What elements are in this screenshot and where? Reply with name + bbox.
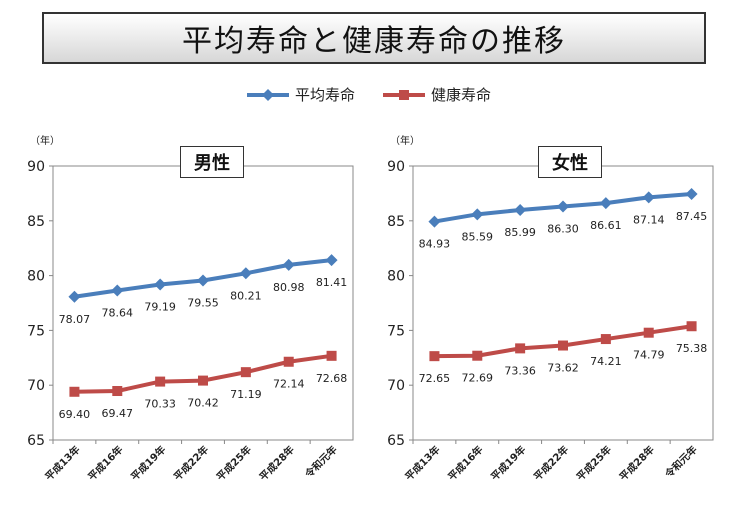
data-label: 86.30 xyxy=(547,223,579,236)
x-tick-label: 平成19年 xyxy=(128,443,168,483)
data-point-diamond xyxy=(154,278,167,291)
chart-male-svg: 65 70 75 80 85 90 平成13年 平成16年 平成19年 平成22年 平成25年 平成2… xyxy=(27,159,354,483)
data-point-square xyxy=(686,321,697,332)
x-tick-label: 平成22年 xyxy=(531,443,571,483)
data-point-diamond xyxy=(514,203,527,216)
x-tick-label: 平成22年 xyxy=(171,443,211,483)
data-label: 72.14 xyxy=(273,378,305,391)
data-label: 74.21 xyxy=(590,355,622,368)
chart-female-svg: 65 70 75 80 85 90 平成13年 平成16年 平成19年 平成22年 平成25年 平成2… xyxy=(387,159,714,483)
data-point-diamond xyxy=(239,267,252,280)
y-unit-label: （年） xyxy=(390,136,420,147)
y-tick-label: 90 xyxy=(387,159,405,175)
chart-male: （年） 男性 65 70 75 80 85 90 平成13年 平成16年 平成19年 平成22年平… xyxy=(27,130,358,509)
data-label: 85.99 xyxy=(504,226,535,239)
data-label: 73.62 xyxy=(547,362,579,375)
x-tick-label: 令和元年 xyxy=(302,443,340,481)
data-label: 70.33 xyxy=(144,398,176,411)
x-tick-label: 平成25年 xyxy=(574,443,614,483)
data-label: 69.47 xyxy=(102,407,133,420)
x-tick-label: 平成19年 xyxy=(488,443,528,483)
data-point-diamond xyxy=(685,187,698,200)
data-point-square xyxy=(429,351,440,362)
x-tick-label: 平成16年 xyxy=(85,443,125,483)
y-tick-label: 65 xyxy=(387,433,405,449)
legend-label-average: 平均寿命 xyxy=(295,86,356,104)
data-label: 86.61 xyxy=(590,219,622,232)
data-label: 75.38 xyxy=(676,342,708,355)
x-tick-label: 平成16年 xyxy=(445,443,485,483)
data-label: 80.98 xyxy=(273,281,305,294)
legend-item-average: 平均寿命 xyxy=(247,84,355,105)
x-tick-label: 平成13年 xyxy=(42,443,82,483)
legend-swatch-square xyxy=(383,89,425,100)
data-label: 78.07 xyxy=(59,313,91,326)
data-point-square xyxy=(643,327,654,338)
y-tick-label: 85 xyxy=(387,214,405,230)
data-point-square xyxy=(240,367,251,378)
data-point-square xyxy=(515,343,526,354)
data-point-square xyxy=(472,350,483,361)
y-tick-label: 65 xyxy=(27,433,45,449)
data-point-diamond xyxy=(325,254,338,267)
data-point-diamond xyxy=(197,274,209,287)
data-point-diamond xyxy=(599,197,612,210)
y-tick-label: 75 xyxy=(387,323,405,339)
data-point-diamond xyxy=(642,191,655,204)
chart-title-female: 女性 xyxy=(538,146,602,178)
data-label: 79.55 xyxy=(187,297,219,310)
data-point-square xyxy=(69,386,80,397)
x-tick-label: 平成28年 xyxy=(257,443,297,483)
data-label: 71.19 xyxy=(230,388,262,401)
x-tick-label: 平成13年 xyxy=(402,443,442,483)
data-label: 72.68 xyxy=(316,372,348,385)
x-tick-label: 令和元年 xyxy=(662,443,700,481)
data-point-square xyxy=(600,334,611,345)
data-label: 72.69 xyxy=(462,372,494,385)
page-title: 平均寿命と健康寿命の推移 xyxy=(42,12,706,64)
data-label: 72.65 xyxy=(419,372,451,385)
y-tick-label: 70 xyxy=(387,378,405,394)
data-label: 84.93 xyxy=(419,238,451,251)
data-point-square xyxy=(112,386,123,397)
data-point-diamond xyxy=(282,258,295,271)
y-tick-label: 80 xyxy=(387,269,405,285)
data-point-diamond xyxy=(428,215,441,228)
data-label: 87.45 xyxy=(676,210,708,223)
x-tick-label: 平成28年 xyxy=(617,443,657,483)
y-tick-label: 85 xyxy=(27,214,45,230)
y-tick-label: 75 xyxy=(27,323,45,339)
y-unit-label: （年） xyxy=(30,136,60,147)
data-point-square xyxy=(283,356,294,367)
y-tick-label: 80 xyxy=(27,269,45,285)
legend: 平均寿命 健康寿命 xyxy=(0,84,750,108)
legend-label-healthy: 健康寿命 xyxy=(431,86,492,104)
data-point-square xyxy=(155,376,166,387)
data-point-square xyxy=(558,340,568,351)
data-label: 70.42 xyxy=(187,397,219,410)
data-point-diamond xyxy=(68,290,81,303)
data-label: 87.14 xyxy=(633,213,665,226)
data-label: 85.59 xyxy=(462,230,494,243)
x-tick-label: 平成25年 xyxy=(214,443,254,483)
data-point-diamond xyxy=(557,200,569,213)
data-label: 69.40 xyxy=(59,408,91,421)
data-label: 81.41 xyxy=(316,276,348,289)
chart-female: （年） 女性 65 70 75 80 85 90 平成13年 平成16年 平成19年 平成22年平… xyxy=(387,130,718,509)
data-label: 78.64 xyxy=(102,307,133,320)
data-point-diamond xyxy=(111,284,124,297)
data-label: 79.19 xyxy=(144,300,176,313)
data-label: 80.21 xyxy=(230,289,262,302)
data-point-diamond xyxy=(471,208,484,221)
legend-swatch-diamond xyxy=(247,88,289,101)
data-point-square xyxy=(326,350,337,361)
data-label: 73.36 xyxy=(504,364,535,377)
data-label: 74.79 xyxy=(633,349,665,362)
data-point-square xyxy=(198,375,208,386)
y-tick-label: 90 xyxy=(27,159,45,175)
legend-item-healthy: 健康寿命 xyxy=(383,84,491,105)
chart-title-male: 男性 xyxy=(180,146,244,178)
y-tick-label: 70 xyxy=(27,378,45,394)
